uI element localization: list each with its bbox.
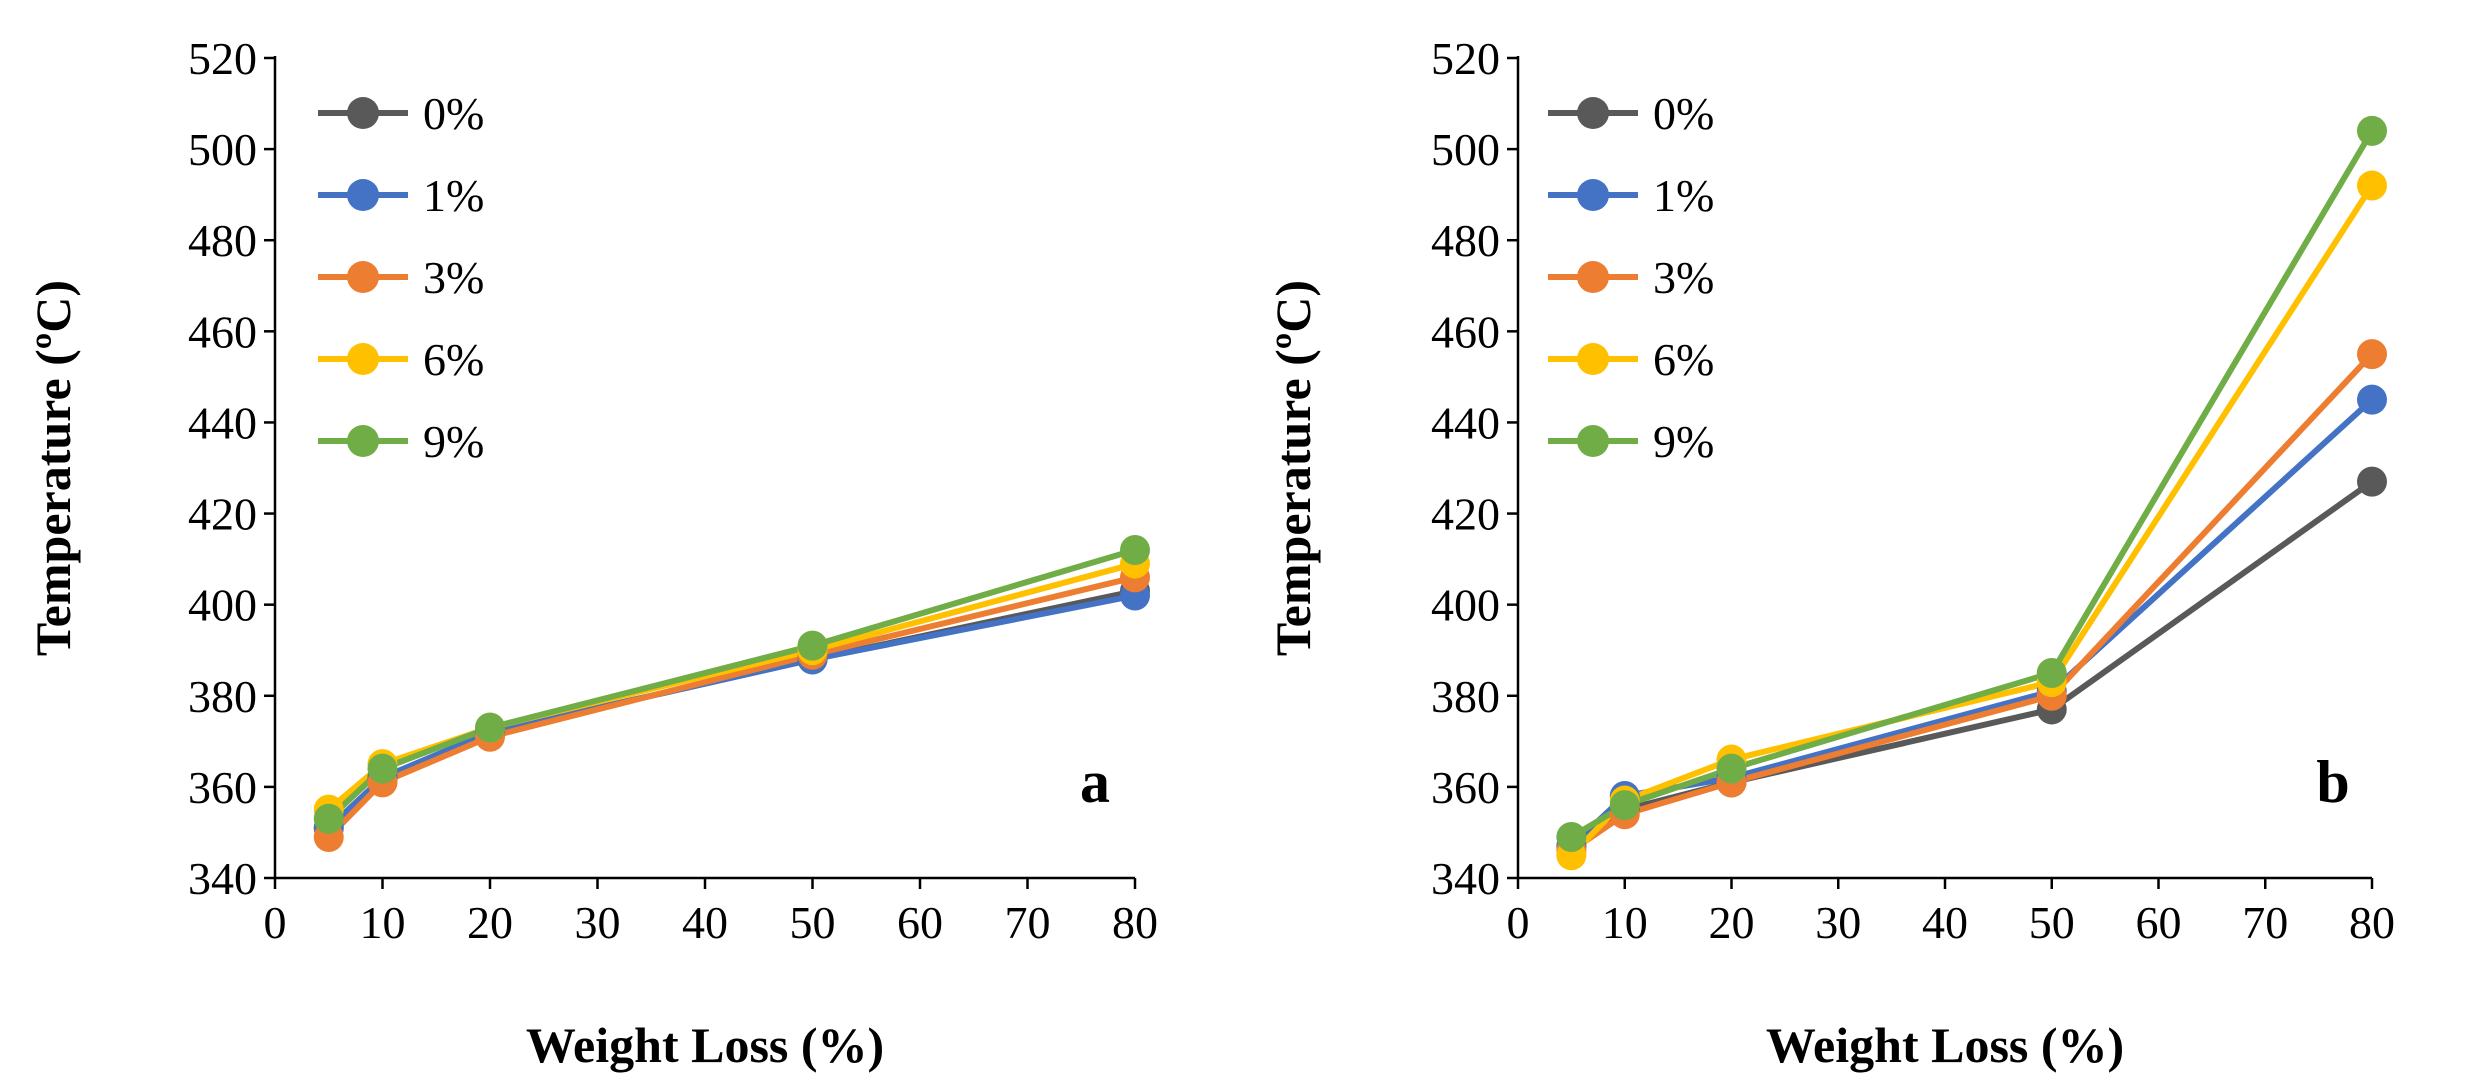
legend-marker <box>1577 179 1609 211</box>
data-point-9pct <box>2357 115 2387 146</box>
legend-label: 6% <box>423 334 484 385</box>
data-point-6pct <box>2357 170 2387 201</box>
legend-label: 0% <box>1653 88 1714 139</box>
x-axis-title: Weight Loss (%) <box>526 1017 884 1073</box>
x-tick-label: 70 <box>1005 897 1051 948</box>
legend-marker <box>347 343 379 375</box>
legend-marker <box>347 179 379 211</box>
legend-item: 0% <box>1548 88 1714 139</box>
legend-item: 1% <box>318 170 484 221</box>
legend-label: 3% <box>423 252 484 303</box>
x-tick-label: 20 <box>1709 897 1755 948</box>
y-tick-label: 480 <box>188 215 257 266</box>
chart-panel-a: 340 360 380 400 420 440 460 480 500 520 0 10 20 30 40 5… <box>25 33 1158 1073</box>
y-tick-label: 380 <box>1431 671 1500 722</box>
y-tick-label: 520 <box>1431 33 1500 84</box>
data-point-1pct <box>2357 384 2387 415</box>
legend-marker <box>1577 97 1609 129</box>
x-tick-label: 40 <box>682 897 728 948</box>
data-point-9pct <box>1556 822 1587 852</box>
x-tick-label: 30 <box>1815 897 1861 948</box>
legend-item: 3% <box>1548 252 1714 303</box>
x-tick-label: 80 <box>1112 897 1158 948</box>
y-tick-label: 500 <box>188 124 257 175</box>
legend-item: 0% <box>318 88 484 139</box>
legend-label: 1% <box>1653 170 1714 221</box>
y-tick-label: 400 <box>1431 580 1500 631</box>
x-tick-label: 30 <box>575 897 621 948</box>
legend-label: 6% <box>1653 334 1714 385</box>
legend-label: 1% <box>423 170 484 221</box>
y-tick-label: 420 <box>1431 489 1500 540</box>
data-point-9pct <box>2036 658 2067 688</box>
y-tick-label: 400 <box>188 580 257 631</box>
y-tick-label: 440 <box>188 397 257 448</box>
x-tick-label: 10 <box>1602 897 1648 948</box>
series-line-1pct <box>326 592 1136 831</box>
y-tick-label: 440 <box>1431 397 1500 448</box>
legend-marker <box>347 261 379 293</box>
series-line-0pct <box>326 588 1136 831</box>
data-point-9pct <box>367 753 398 784</box>
legend-item: 1% <box>1548 170 1714 221</box>
x-tick-label: 60 <box>2136 897 2182 948</box>
x-tick-label: 20 <box>467 897 513 948</box>
y-tick-label: 520 <box>188 33 257 84</box>
y-tick-label: 480 <box>1431 215 1500 266</box>
series-line-9pct <box>326 547 1136 821</box>
y-tick-label: 360 <box>188 762 257 813</box>
y-axis-title: Temperature (ºC) <box>1265 280 1321 656</box>
x-tick-label: 40 <box>1922 897 1968 948</box>
data-point-9pct <box>797 630 828 661</box>
x-tick-label: 50 <box>790 897 836 948</box>
x-tick-label: 0 <box>1507 897 1530 948</box>
legend-marker <box>347 425 379 457</box>
y-tick-label: 360 <box>1431 762 1500 813</box>
data-point-9pct <box>1609 790 1640 821</box>
y-tick-label: 460 <box>188 306 257 357</box>
panel-label: b <box>2316 749 2349 815</box>
series-line-6pct <box>326 560 1136 812</box>
legend-marker <box>1577 261 1609 293</box>
legend-item: 3% <box>318 252 484 303</box>
x-axis-title: Weight Loss (%) <box>1766 1017 2124 1073</box>
legend-label: 3% <box>1653 252 1714 303</box>
x-tick-label: 0 <box>264 897 287 948</box>
x-tick-label: 50 <box>2029 897 2075 948</box>
x-tick-label: 60 <box>897 897 943 948</box>
x-tick-label: 70 <box>2242 897 2288 948</box>
legend-item: 6% <box>1548 334 1714 385</box>
y-tick-label: 340 <box>188 853 257 904</box>
legend-marker <box>1577 343 1609 375</box>
chart-panel-b: 340 360 380 400 420 440 460 480 500 520 0 10 20 30 40 5… <box>1265 33 2395 1073</box>
y-tick-label: 380 <box>188 671 257 722</box>
y-tick-label: 420 <box>188 489 257 540</box>
y-tick-label: 460 <box>1431 306 1500 357</box>
x-tick-label: 10 <box>360 897 406 948</box>
data-point-9pct <box>1120 535 1150 565</box>
legend-marker <box>1577 425 1609 457</box>
y-tick-label: 340 <box>1431 853 1500 904</box>
x-tick-label: 80 <box>2349 897 2395 948</box>
panel-label: a <box>1080 749 1110 815</box>
data-point-9pct <box>313 803 344 834</box>
data-point-3pct <box>2357 339 2387 370</box>
legend-marker <box>347 97 379 129</box>
y-axis-title: Temperature (ºC) <box>25 280 81 656</box>
y-tick-label: 500 <box>1431 124 1500 175</box>
data-point-9pct <box>475 712 505 743</box>
legend-label: 0% <box>423 88 484 139</box>
data-point-0pct <box>2357 466 2387 497</box>
legend-item: 9% <box>1548 416 1714 467</box>
legend-item: 6% <box>318 334 484 385</box>
legend-item: 9% <box>318 416 484 467</box>
data-point-9pct <box>1716 753 1747 784</box>
legend-label: 9% <box>1653 416 1714 467</box>
legend-label: 9% <box>423 416 484 467</box>
